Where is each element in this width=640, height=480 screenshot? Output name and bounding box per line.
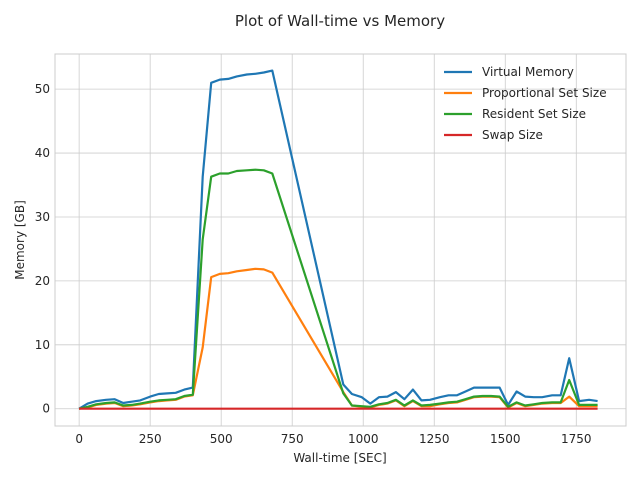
y-tick-label: 50 xyxy=(35,82,50,96)
legend: Virtual Memory Proportional Set Size Resid… xyxy=(444,65,607,142)
x-tick-label: 1500 xyxy=(490,432,521,446)
y-axis-label: Memory [GB] xyxy=(13,200,27,280)
y-tick-label: 10 xyxy=(35,338,50,352)
series-line-resident-set-size xyxy=(78,168,598,410)
x-tick-label: 500 xyxy=(210,432,233,446)
y-tick-label: 40 xyxy=(35,146,50,160)
x-axis-label: Wall-time [SEC] xyxy=(293,451,386,465)
tick-labels: 0 250 500 750 1000 1250 1500 1750 0 10 20 30 40 50 xyxy=(35,82,592,446)
legend-label-swap-size: Swap Size xyxy=(482,128,543,142)
chart-title: Plot of Wall-time vs Memory xyxy=(235,12,445,30)
y-tick-label: 0 xyxy=(42,402,50,416)
x-tick-label: 250 xyxy=(139,432,162,446)
y-tick-label: 20 xyxy=(35,274,50,288)
x-tick-label: 750 xyxy=(281,432,304,446)
x-tick-label: 1250 xyxy=(419,432,450,446)
x-tick-label: 1750 xyxy=(561,432,592,446)
legend-label-virtual-memory: Virtual Memory xyxy=(482,65,574,79)
x-tick-label: 0 xyxy=(75,432,83,446)
legend-label-proportional-set-size: Proportional Set Size xyxy=(482,86,607,100)
y-tick-label: 30 xyxy=(35,210,50,224)
plot-frame xyxy=(54,53,627,427)
legend-label-resident-set-size: Resident Set Size xyxy=(482,107,586,121)
series-lines xyxy=(78,69,598,410)
series-line-virtual-memory xyxy=(78,69,598,410)
x-tick-label: 1000 xyxy=(348,432,379,446)
